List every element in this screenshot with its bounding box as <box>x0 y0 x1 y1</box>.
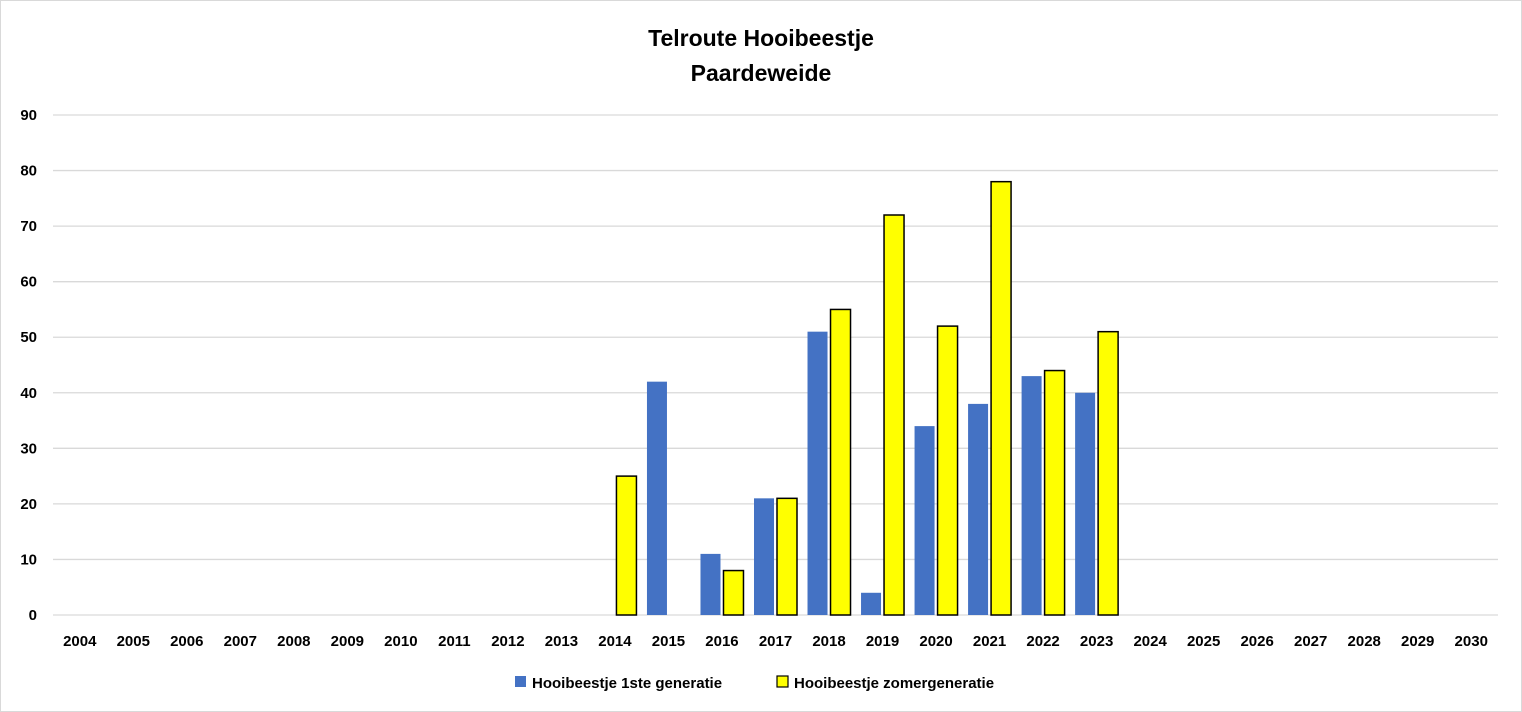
bar-zomergeneratie-2017 <box>776 497 798 616</box>
bar-1ste-generatie-2016 <box>700 553 721 615</box>
bars <box>615 180 1119 616</box>
x-tick-label: 2007 <box>224 633 257 650</box>
chart-title-line-2: Paardeweide <box>691 60 832 86</box>
x-tick-label: 2009 <box>331 633 364 650</box>
x-tick-label: 2020 <box>919 633 952 650</box>
bar-1ste-generatie-2017 <box>754 498 774 615</box>
legend: Hooibeestje 1ste generatie Hooibeestje z… <box>515 675 994 692</box>
x-tick-label: 2025 <box>1187 633 1220 650</box>
legend-swatch-zomergeneratie <box>776 675 789 688</box>
bar-1ste-generatie-2015 <box>646 381 667 615</box>
chart-title-line-1: Telroute Hooibeestje <box>648 25 874 51</box>
gridlines <box>53 114 1498 616</box>
x-tick-label: 2022 <box>1026 633 1059 650</box>
x-tick-label: 2004 <box>63 633 97 650</box>
bar-1ste-generatie-2023 <box>1075 392 1096 615</box>
bar-zomergeneratie-2016 <box>722 569 745 616</box>
x-tick-label: 2017 <box>759 633 792 650</box>
chart-title: Telroute Hooibeestje Paardeweide <box>648 25 874 86</box>
x-tick-label: 2021 <box>973 633 1006 650</box>
x-tick-label: 2027 <box>1294 633 1327 650</box>
x-tick-label: 2015 <box>652 633 685 650</box>
y-tick-label: 40 <box>20 385 37 402</box>
y-tick-label: 50 <box>20 329 37 346</box>
bar-zomergeneratie-2014 <box>615 475 638 616</box>
x-tick-label: 2008 <box>277 633 310 650</box>
bar-zomergeneratie-2020 <box>936 325 959 616</box>
x-tick-label: 2012 <box>491 633 524 650</box>
x-axis-tick-labels: 2004 2005 2006 2007 2008 2009 2010 2011 2012 2013… <box>63 633 1488 650</box>
x-tick-label: 2028 <box>1348 633 1381 650</box>
x-tick-label: 2016 <box>705 633 738 650</box>
bar-zomergeneratie-2021 <box>990 180 1012 616</box>
legend-swatch-1ste-generatie <box>515 676 526 687</box>
x-tick-label: 2010 <box>384 633 417 650</box>
x-tick-label: 2013 <box>545 633 578 650</box>
y-tick-label: 90 <box>20 107 37 124</box>
x-tick-label: 2030 <box>1455 633 1488 650</box>
y-tick-label: 70 <box>20 218 37 235</box>
x-tick-label: 2011 <box>438 633 471 650</box>
bar-1ste-generatie-2019 <box>861 592 882 615</box>
bar-1ste-generatie-2020 <box>914 426 935 615</box>
x-tick-label: 2029 <box>1401 633 1434 650</box>
x-tick-label: 2006 <box>170 633 203 650</box>
bar-zomergeneratie-2019 <box>883 214 905 616</box>
x-tick-label: 2014 <box>598 633 632 650</box>
bar-1ste-generatie-2018 <box>807 331 828 615</box>
bar-1ste-generatie-2021 <box>968 403 989 615</box>
bar-zomergeneratie-2022 <box>1043 369 1066 616</box>
x-tick-label: 2019 <box>866 633 899 650</box>
x-tick-label: 2005 <box>117 633 150 650</box>
y-tick-label: 10 <box>20 551 37 568</box>
x-tick-label: 2018 <box>812 633 845 650</box>
legend-label-1ste-generatie: Hooibeestje 1ste generatie <box>532 675 722 692</box>
legend-label-zomergeneratie: Hooibeestje zomergeneratie <box>794 675 994 692</box>
y-tick-label: 30 <box>20 440 37 457</box>
y-tick-label: 60 <box>20 274 37 291</box>
bar-1ste-generatie-2022 <box>1021 376 1042 615</box>
x-tick-label: 2026 <box>1240 633 1273 650</box>
y-tick-label: 80 <box>20 163 37 180</box>
x-tick-label: 2024 <box>1133 633 1167 650</box>
y-axis-tick-labels: 0 10 20 30 40 50 60 70 80 90 <box>20 107 37 624</box>
x-tick-label: 2023 <box>1080 633 1113 650</box>
y-tick-label: 20 <box>20 496 37 513</box>
bar-zomergeneratie-2023 <box>1097 330 1119 616</box>
y-tick-label: 0 <box>29 607 37 624</box>
bar-zomergeneratie-2018 <box>829 308 852 616</box>
